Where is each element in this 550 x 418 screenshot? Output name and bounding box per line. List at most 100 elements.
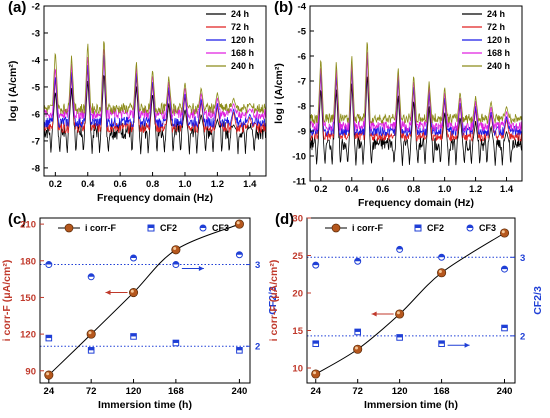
x-tick-label: 0.2 bbox=[314, 184, 327, 195]
legend-cf2-marker-fill bbox=[415, 225, 421, 228]
y-tick-label: -6 bbox=[32, 109, 40, 120]
arrow-left-head bbox=[371, 311, 377, 317]
y-tick-label-right: 2 bbox=[255, 342, 260, 353]
y-tick-label-left: 20 bbox=[292, 289, 303, 300]
legend-label-cf3: CF3 bbox=[212, 223, 229, 233]
icorr-point-highlight bbox=[173, 246, 177, 250]
cf2-point-fill bbox=[46, 335, 52, 339]
y-tick-label-left: 150 bbox=[20, 293, 36, 304]
x-axis-label: Immersion time (h) bbox=[364, 399, 458, 411]
y-tick-label-left: 120 bbox=[20, 330, 36, 341]
x-tick-label: 1.4 bbox=[243, 179, 257, 190]
icorr-point-highlight bbox=[130, 289, 134, 293]
x-tick-label: 1.2 bbox=[211, 179, 224, 190]
y-tick-label: -8 bbox=[32, 163, 40, 174]
cf3-point-fill bbox=[172, 261, 179, 265]
icorr-point bbox=[128, 288, 139, 298]
icorr-point bbox=[311, 369, 321, 379]
y-tick-label: -3 bbox=[32, 28, 40, 39]
series-line-240h bbox=[309, 42, 523, 125]
cf2-point-fill bbox=[354, 329, 361, 332]
legend-cf2-marker-fill bbox=[148, 225, 154, 228]
cf3-point-fill bbox=[312, 262, 319, 266]
panel-a: (a) 0.2 0.4 0.6 0.8 1.0 1.2 1.4 -8 -7 -6 -5 -4 -3 -2 Fr… bbox=[7, 0, 267, 204]
y-axis-label-right: CF2/3 bbox=[267, 286, 279, 315]
x-tick-label: 120 bbox=[392, 386, 408, 397]
x-tick-label: 120 bbox=[126, 386, 142, 397]
cf2-point-fill bbox=[438, 340, 445, 344]
legend-label: 24 h bbox=[487, 9, 505, 19]
plot-frame bbox=[306, 217, 516, 384]
y-tick-label: -5 bbox=[298, 27, 307, 38]
y-tick-label: -11 bbox=[293, 177, 307, 188]
y-tick-label-right: 3 bbox=[520, 253, 525, 264]
y-tick-label: -4 bbox=[298, 2, 307, 13]
x-tick-label: 0.2 bbox=[49, 179, 62, 190]
x-tick-label: 0.6 bbox=[114, 179, 127, 190]
cf3-point-fill bbox=[45, 261, 52, 265]
cf2-point-fill bbox=[130, 333, 137, 337]
icorr-point bbox=[353, 344, 363, 354]
legend-label: 120 h bbox=[487, 35, 510, 45]
series-line-120h bbox=[43, 54, 267, 129]
legend-label: 240 h bbox=[487, 61, 510, 71]
icorr-curve bbox=[48, 223, 240, 376]
icorr-point-highlight bbox=[438, 269, 442, 273]
x-tick-label: 0.6 bbox=[376, 184, 389, 195]
y-axis-label-left: i corr-F (μA/cm²) bbox=[268, 260, 280, 342]
y-axis-label-left: i corr-F (μA/cm²) bbox=[1, 260, 13, 342]
cf3-point-fill bbox=[396, 246, 403, 250]
legend-icorr-marker bbox=[64, 223, 74, 233]
legend-label-icorr: i corr-F bbox=[352, 223, 384, 233]
cf2-point-fill bbox=[88, 347, 94, 351]
cf3-point-fill bbox=[438, 254, 445, 258]
x-tick-label: 24 bbox=[310, 386, 321, 397]
y-tick-label: -7 bbox=[32, 136, 40, 147]
x-tick-label: 0.4 bbox=[345, 184, 359, 195]
y-tick-label-left: 30 bbox=[292, 214, 303, 225]
x-tick-label: 1.0 bbox=[178, 179, 191, 190]
y-tick-label: -4 bbox=[32, 55, 41, 66]
y-tick-label-left: 25 bbox=[292, 251, 303, 262]
icorr-point-highlight bbox=[501, 230, 505, 234]
cf2-point-fill bbox=[312, 340, 319, 344]
icorr-point bbox=[44, 370, 54, 380]
y-tick-label: -6 bbox=[298, 52, 306, 63]
icorr-point-highlight bbox=[236, 221, 240, 225]
legend-label: 240 h bbox=[231, 61, 254, 71]
legend-label-cf2: CF2 bbox=[160, 223, 177, 233]
y-axis-label: log i (A/cm²) bbox=[7, 61, 19, 122]
x-tick-label: 1.0 bbox=[438, 184, 451, 195]
cf2-point-fill bbox=[173, 340, 179, 343]
legend-label: 168 h bbox=[487, 48, 510, 58]
icorr-point-highlight bbox=[88, 331, 92, 335]
x-tick-label: 72 bbox=[352, 386, 363, 397]
cf3-point-fill bbox=[501, 266, 508, 270]
icorr-point-highlight bbox=[396, 311, 400, 315]
cf2-point-fill bbox=[501, 325, 508, 328]
panel-d: (d) 24 72 120 168 240 10 15 20 25 30 2 3 Immersion ti… bbox=[268, 211, 544, 411]
legend-icorr-marker bbox=[331, 223, 341, 233]
x-tick-label: 0.4 bbox=[81, 179, 95, 190]
icorr-point-highlight bbox=[354, 346, 358, 350]
legend-label: 72 h bbox=[487, 22, 505, 32]
x-axis-label: Frequency domain (Hz) bbox=[97, 192, 213, 204]
legend-label-cf2: CF2 bbox=[427, 223, 444, 233]
x-tick-label: 0.8 bbox=[146, 179, 159, 190]
legend-label: 120 h bbox=[231, 35, 254, 45]
cf3-point-fill bbox=[130, 255, 137, 259]
cf2-point-fill bbox=[236, 347, 243, 351]
cf2-point-fill bbox=[396, 334, 403, 338]
legend-cf3-marker-fill bbox=[467, 225, 473, 228]
icorr-curve bbox=[315, 232, 505, 375]
cf3-point-fill bbox=[354, 258, 361, 262]
y-axis-label-right: CF2/3 bbox=[532, 286, 544, 315]
y-tick-label: -7 bbox=[298, 77, 306, 88]
arrow-right-head bbox=[198, 266, 204, 272]
y-tick-label-left: 15 bbox=[292, 326, 303, 337]
x-tick-label: 1.4 bbox=[500, 184, 514, 195]
x-tick-label: 24 bbox=[44, 386, 55, 397]
legend-cf3-marker-fill bbox=[200, 225, 206, 228]
icorr-point bbox=[499, 228, 510, 238]
